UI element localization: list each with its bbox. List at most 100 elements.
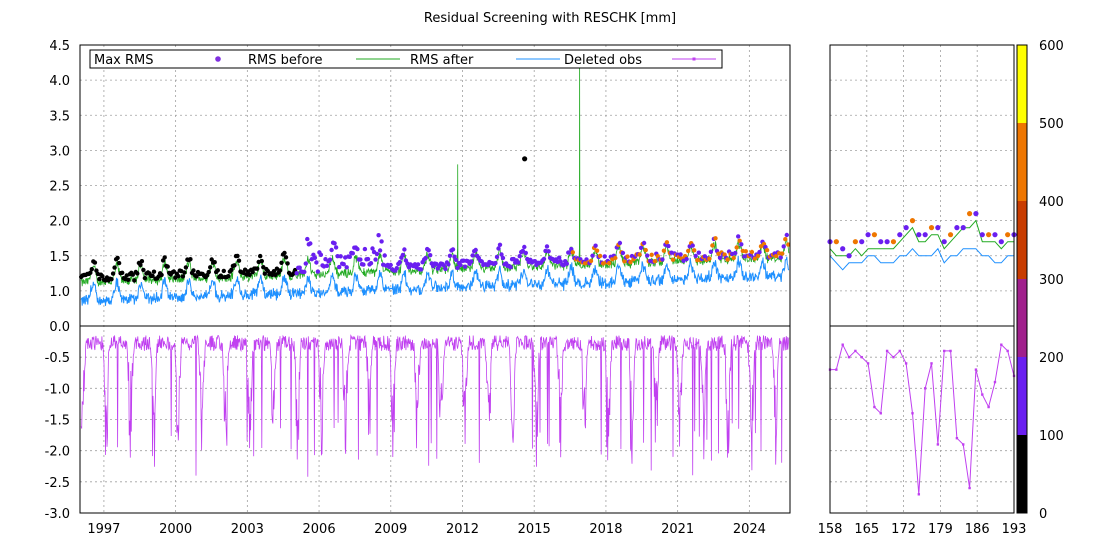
zoom-lower-point bbox=[898, 349, 901, 353]
zoom-point-rms-before bbox=[878, 239, 884, 245]
zoom-point-rms-before bbox=[928, 225, 935, 231]
data-point-rms-before bbox=[743, 249, 748, 254]
zoom-panel-frame bbox=[829, 44, 1015, 514]
data-point-rms-before bbox=[282, 250, 287, 256]
data-point-rms-before bbox=[165, 264, 170, 269]
zoom-lower-point bbox=[917, 493, 921, 496]
data-point-rms-before bbox=[517, 254, 522, 259]
data-point-rms-before bbox=[302, 269, 307, 275]
zoom-lower-point bbox=[892, 355, 895, 359]
y-tick-label-top: 4.0 bbox=[49, 74, 70, 89]
data-point-rms-before bbox=[358, 257, 363, 262]
data-point-rms-before bbox=[294, 271, 299, 276]
data-point-rms-before bbox=[139, 259, 145, 264]
data-point-rms-before bbox=[135, 271, 140, 276]
data-point-rms-before bbox=[285, 261, 290, 266]
data-point-rms-before bbox=[570, 250, 575, 255]
data-point-rms-before bbox=[447, 253, 453, 258]
data-point-rms-before bbox=[497, 242, 503, 247]
y-tick-label-bottom: 0.0 bbox=[49, 320, 70, 335]
zoom-point-rms-before bbox=[941, 239, 947, 245]
data-point-rms-before bbox=[613, 255, 618, 261]
data-point-rms-before bbox=[418, 267, 424, 272]
colorbar-segment bbox=[1017, 357, 1027, 435]
data-point-rms-before bbox=[379, 239, 384, 244]
data-layer bbox=[79, 53, 1017, 496]
data-point-rms-before bbox=[690, 243, 695, 248]
x-tick-label-zoom: 186 bbox=[965, 522, 990, 537]
data-point-rms-before bbox=[273, 272, 278, 278]
data-point-rms-before bbox=[649, 252, 654, 257]
data-point-rms-before bbox=[279, 260, 284, 265]
x-tick-label-main: 1997 bbox=[87, 522, 120, 537]
data-point-rms-before bbox=[374, 251, 380, 257]
data-point-rms-before bbox=[666, 243, 671, 249]
data-point-rms-before bbox=[453, 257, 459, 262]
zoom-lower-point bbox=[854, 349, 857, 353]
data-point-rms-before bbox=[508, 265, 513, 270]
data-point-rms-before bbox=[731, 255, 736, 261]
data-point-rms-before bbox=[258, 253, 263, 259]
data-point-rms-before bbox=[110, 271, 116, 276]
x-tick-label-main: 2024 bbox=[733, 522, 766, 537]
data-point-rms-before bbox=[778, 255, 783, 260]
data-point-rms-before bbox=[479, 259, 484, 264]
data-point-rms-before bbox=[643, 247, 648, 253]
main-panel-frame bbox=[79, 44, 791, 514]
data-point-rms-before bbox=[327, 257, 333, 262]
data-point-rms-before bbox=[382, 253, 387, 258]
colorbar-tick-label: 300 bbox=[1039, 273, 1064, 288]
data-point-rms-before bbox=[620, 250, 626, 256]
zoom-point-rms-before bbox=[852, 239, 858, 245]
data-point-rms-before bbox=[473, 247, 478, 253]
data-point-rms-before bbox=[182, 270, 187, 275]
legend: Max RMS RMS before RMS after Deleted obs bbox=[89, 49, 723, 69]
data-point-rms-before bbox=[588, 258, 594, 264]
y-tick-label-bottom: -2.5 bbox=[45, 476, 70, 491]
zoom-lower-point bbox=[873, 405, 876, 409]
data-point-rms-before bbox=[661, 248, 667, 253]
data-point-rms-before bbox=[557, 255, 562, 260]
data-point-rms-before bbox=[365, 256, 371, 262]
data-point-rms-before bbox=[271, 269, 277, 274]
series-rms-after-line bbox=[80, 53, 790, 287]
legend-label-rms-before: RMS before bbox=[248, 53, 322, 68]
data-point-rms-before bbox=[262, 271, 267, 276]
data-point-rms-before bbox=[120, 270, 125, 275]
data-point-rms-before bbox=[94, 268, 99, 273]
data-point-rms-before bbox=[141, 267, 146, 273]
legend-label-max-rms: Max RMS bbox=[94, 53, 154, 68]
data-point-rms-before bbox=[443, 266, 448, 272]
data-point-rms-before bbox=[455, 265, 460, 271]
data-point-rms-before bbox=[338, 254, 343, 259]
data-point-rms-before bbox=[652, 259, 657, 264]
data-point-rms-before bbox=[142, 275, 148, 281]
zoom-point-rms-before bbox=[903, 225, 909, 231]
data-point-rms-before bbox=[725, 257, 730, 262]
data-point-rms-before bbox=[88, 270, 93, 275]
zoom-point-rms-before bbox=[992, 232, 998, 238]
data-point-rms-before bbox=[670, 257, 676, 262]
data-point-rms-before bbox=[355, 246, 360, 252]
data-point-rms-before bbox=[116, 260, 122, 266]
data-point-rms-before bbox=[397, 260, 402, 265]
data-point-rms-before bbox=[112, 265, 117, 270]
data-point-rms-before bbox=[628, 260, 633, 265]
zoom-point-rms-before bbox=[1005, 232, 1011, 238]
zoom-lower-point bbox=[962, 443, 965, 446]
data-point-rms-before bbox=[333, 245, 339, 250]
data-point-rms-before bbox=[180, 274, 186, 279]
data-point-rms-before bbox=[602, 254, 607, 259]
data-point-rms-before bbox=[415, 262, 421, 267]
colorbar-tick-label: 400 bbox=[1039, 195, 1064, 210]
y-tick-label-top: 3.5 bbox=[49, 109, 70, 124]
x-tick-label-zoom: 179 bbox=[928, 522, 953, 537]
data-point-rms-before bbox=[752, 256, 758, 261]
zoom-point-rms-before bbox=[954, 225, 960, 231]
data-point-rms-before bbox=[544, 244, 550, 249]
data-point-rms-before bbox=[400, 252, 406, 258]
data-point-rms-before bbox=[373, 257, 378, 262]
series-deleted-obs-line bbox=[80, 255, 790, 306]
data-point-rms-before bbox=[221, 268, 226, 274]
data-point-rms-before bbox=[637, 252, 642, 257]
